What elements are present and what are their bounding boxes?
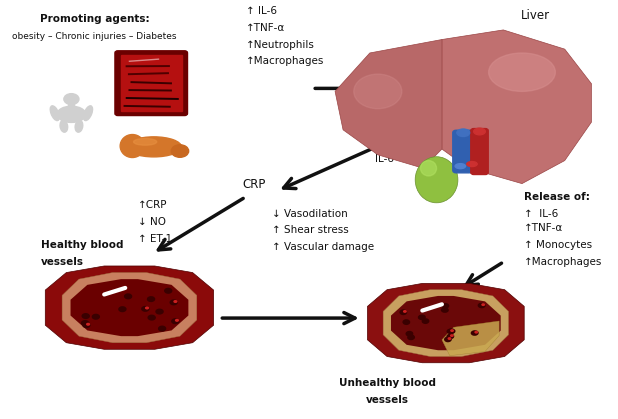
Ellipse shape xyxy=(171,318,180,324)
Text: ↑  IL-6: ↑ IL-6 xyxy=(524,209,559,219)
Ellipse shape xyxy=(444,336,452,342)
Ellipse shape xyxy=(421,318,430,324)
Ellipse shape xyxy=(148,315,156,321)
Ellipse shape xyxy=(124,293,132,300)
Text: ↑ ET-1: ↑ ET-1 xyxy=(138,234,172,244)
Polygon shape xyxy=(442,30,591,184)
Ellipse shape xyxy=(399,309,407,315)
Ellipse shape xyxy=(164,288,172,294)
Ellipse shape xyxy=(403,310,407,313)
Ellipse shape xyxy=(155,308,164,315)
Ellipse shape xyxy=(405,331,413,336)
Ellipse shape xyxy=(83,106,93,121)
Text: ↑Macrophages: ↑Macrophages xyxy=(245,56,324,66)
Text: ↑Macrophages: ↑Macrophages xyxy=(524,257,603,267)
Text: Release of:: Release of: xyxy=(524,192,590,202)
Ellipse shape xyxy=(175,319,179,322)
Ellipse shape xyxy=(158,326,166,332)
Ellipse shape xyxy=(147,296,155,302)
Ellipse shape xyxy=(420,160,436,176)
Ellipse shape xyxy=(86,323,90,326)
Text: ↑Neutrophils: ↑Neutrophils xyxy=(245,39,315,49)
Text: ↑ Shear stress: ↑ Shear stress xyxy=(272,225,349,235)
Text: CRP: CRP xyxy=(243,178,266,191)
Text: Promoting agents:: Promoting agents: xyxy=(40,15,150,24)
Ellipse shape xyxy=(446,328,455,334)
Text: ↑ IL-6: ↑ IL-6 xyxy=(245,6,277,16)
Circle shape xyxy=(64,94,79,104)
Polygon shape xyxy=(335,39,442,168)
Ellipse shape xyxy=(81,320,90,326)
Ellipse shape xyxy=(450,334,454,337)
Ellipse shape xyxy=(407,334,415,340)
FancyBboxPatch shape xyxy=(453,130,473,173)
Ellipse shape xyxy=(457,129,470,137)
Ellipse shape xyxy=(478,303,486,308)
Polygon shape xyxy=(70,279,188,336)
Ellipse shape xyxy=(474,331,478,334)
FancyBboxPatch shape xyxy=(69,100,74,107)
Polygon shape xyxy=(45,266,214,349)
Ellipse shape xyxy=(57,106,86,122)
Ellipse shape xyxy=(126,137,182,157)
Text: Healthy blood: Healthy blood xyxy=(41,240,123,250)
Ellipse shape xyxy=(145,306,149,310)
Ellipse shape xyxy=(169,299,178,305)
Text: ↓ Vasodilation: ↓ Vasodilation xyxy=(272,209,347,219)
Text: IL-6: IL-6 xyxy=(375,154,394,164)
Polygon shape xyxy=(368,283,524,363)
FancyBboxPatch shape xyxy=(115,51,187,116)
Polygon shape xyxy=(62,272,197,343)
Ellipse shape xyxy=(489,53,556,91)
Ellipse shape xyxy=(447,337,452,340)
Ellipse shape xyxy=(474,128,485,135)
Ellipse shape xyxy=(120,134,145,158)
Polygon shape xyxy=(383,290,509,357)
Text: vessels: vessels xyxy=(366,395,409,404)
Ellipse shape xyxy=(50,106,59,121)
Ellipse shape xyxy=(441,307,449,313)
Ellipse shape xyxy=(75,120,83,132)
Ellipse shape xyxy=(141,306,150,312)
Ellipse shape xyxy=(446,334,454,339)
Ellipse shape xyxy=(447,328,455,334)
Text: vessels: vessels xyxy=(41,257,83,267)
Ellipse shape xyxy=(441,303,449,309)
Text: ↓ NO: ↓ NO xyxy=(138,217,166,227)
Polygon shape xyxy=(442,321,499,356)
Ellipse shape xyxy=(82,313,90,319)
Ellipse shape xyxy=(353,74,402,109)
Text: ↑ Monocytes: ↑ Monocytes xyxy=(524,240,592,250)
Ellipse shape xyxy=(402,319,410,325)
Ellipse shape xyxy=(133,139,157,145)
Ellipse shape xyxy=(60,120,68,132)
Polygon shape xyxy=(391,296,501,350)
Ellipse shape xyxy=(450,329,454,332)
Ellipse shape xyxy=(82,322,91,328)
Ellipse shape xyxy=(481,303,485,306)
Ellipse shape xyxy=(471,330,479,336)
Text: ↑TNF-α: ↑TNF-α xyxy=(524,223,564,233)
FancyBboxPatch shape xyxy=(471,129,488,174)
Text: obesity – Chronic injuries – Diabetes: obesity – Chronic injuries – Diabetes xyxy=(12,32,177,41)
Text: ↑CRP: ↑CRP xyxy=(138,200,167,210)
Text: Unhealthy blood: Unhealthy blood xyxy=(339,378,436,388)
Ellipse shape xyxy=(173,300,177,303)
Text: Liver: Liver xyxy=(521,9,551,22)
Ellipse shape xyxy=(171,145,188,157)
Ellipse shape xyxy=(455,164,465,169)
Ellipse shape xyxy=(118,306,127,312)
Text: ↑ Vascular damage: ↑ Vascular damage xyxy=(272,242,374,252)
Ellipse shape xyxy=(91,314,100,320)
Ellipse shape xyxy=(418,314,426,320)
Ellipse shape xyxy=(415,157,458,203)
Text: ↑TNF-α: ↑TNF-α xyxy=(245,23,285,33)
FancyBboxPatch shape xyxy=(121,55,182,111)
Ellipse shape xyxy=(467,162,477,167)
